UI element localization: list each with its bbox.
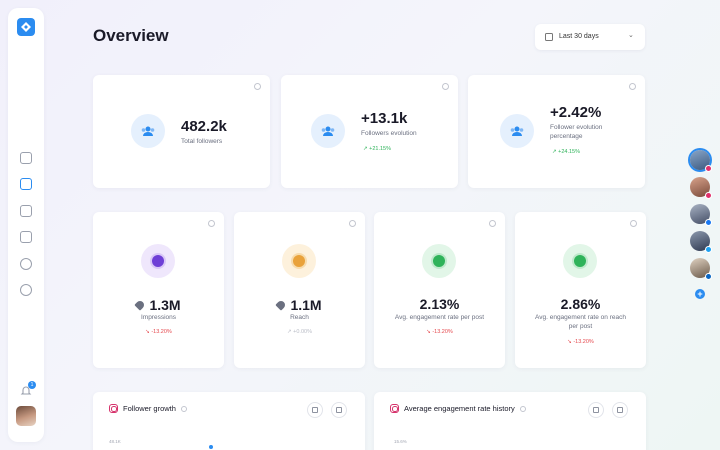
page-title: Overview [93,26,169,45]
followers-evolution-value: +13.1k [361,110,408,127]
followers-icon [311,114,345,148]
date-range-label: Last 30 days [559,33,599,40]
compare-button[interactable] [588,402,604,418]
followers-evolution-delta: ↗ +21.15% [363,146,392,152]
engagement-reach-card: 2.86% Avg. engagement rate on reach per … [515,212,646,368]
impressions-card: 1.3M Impressions ↘ -13.20% [93,212,224,368]
reach-value: 1.1M [290,297,322,313]
followers-evolution-card: +13.1k Followers evolution ↗ +21.15% [281,75,458,188]
follower-growth-title: Follower growth [123,404,176,413]
engagement-rate-label: Avg. engagement rate per post [394,314,485,321]
delta-value: -13.20% [432,329,453,335]
dashboard-icon[interactable] [20,152,32,164]
engagement-reach-label: Avg. engagement rate on reach per post [535,314,626,330]
date-range-select[interactable]: Last 30 days ⌄ [535,24,645,50]
delta-value: +24.15% [558,149,581,155]
account-avatar[interactable] [690,150,712,172]
tag-icon [275,299,288,311]
engagement-rate-card: 2.13% Avg. engagement rate per post ↘ -1… [374,212,505,368]
instagram-icon [390,404,399,413]
sidebar: 1 [8,8,44,442]
account-avatar[interactable] [690,177,712,199]
eye-icon [141,244,175,278]
info-icon[interactable] [629,83,636,90]
followers-icon [131,114,165,148]
facebook-icon [705,219,712,226]
total-followers-label: Total followers [181,138,223,145]
instagram-icon [705,192,712,199]
info-icon[interactable] [630,220,637,227]
info-icon[interactable] [349,220,356,227]
engagement-icon [422,244,456,278]
analytics-icon[interactable] [20,178,32,190]
engagement-rate-value: 2.13% [419,296,460,312]
follower-percentage-label: Follower evolution percentage [550,124,603,140]
chevron-down-icon: ⌄ [628,32,634,39]
follower-growth-card: Follower growth 48.1K [93,392,365,450]
engagement-reach-delta: ↘ -13.20% [567,339,594,345]
account-avatar[interactable] [690,231,712,253]
download-button[interactable] [331,402,347,418]
engagement-history-title: Average engagement rate history [404,404,515,413]
instagram-icon [109,404,118,413]
delta-value: +0.00% [293,329,312,335]
y-axis-top-label: 48.1K [109,439,121,444]
chart-point[interactable] [209,445,213,449]
info-icon[interactable] [180,405,187,412]
calendar-icon [545,33,553,41]
info-icon[interactable] [489,220,496,227]
twitter-icon [705,246,712,253]
account-avatar[interactable] [690,204,712,226]
total-followers-card: 482.2k Total followers [93,75,270,188]
notification-badge: 1 [28,381,36,389]
impressions-value: 1.3M [149,297,181,313]
reach-delta: ↗ +0.00% [287,329,312,335]
add-account-button[interactable]: + [695,289,705,299]
inbox-icon[interactable] [20,231,32,243]
info-icon[interactable] [519,405,526,412]
total-followers-value: 482.2k [181,118,227,135]
reach-label: Reach [290,314,309,321]
user-avatar[interactable] [16,406,36,426]
delta-value: -13.20% [151,329,172,335]
linkedin-icon [705,273,712,280]
engagement-rate-delta: ↘ -13.20% [426,329,453,335]
engagement-icon [563,244,597,278]
compare-button[interactable] [307,402,323,418]
reach-card: 1.1M Reach ↗ +0.00% [234,212,365,368]
tag-icon [134,299,147,311]
info-icon[interactable] [254,83,261,90]
info-icon[interactable] [442,83,449,90]
account-avatar[interactable] [690,258,712,280]
y-axis-top-label: 15.6% [394,439,407,444]
settings-icon[interactable] [20,284,32,296]
download-button[interactable] [612,402,628,418]
info-icon[interactable] [208,220,215,227]
engagement-history-card: Average engagement rate history 15.6% [374,392,646,450]
app-logo[interactable] [17,18,35,36]
follower-percentage-delta: ↗ +24.15% [552,149,581,155]
delta-value: -13.20% [573,339,594,345]
instagram-icon [705,165,712,172]
follower-percentage-card: +2.42% Follower evolution percentage ↗ +… [468,75,645,188]
followers-icon [500,114,534,148]
calendar-icon[interactable] [20,205,32,217]
impressions-delta: ↘ -13.20% [145,329,172,335]
delta-value: +21.15% [369,146,392,152]
impressions-label: Impressions [140,314,177,321]
listening-icon[interactable] [20,258,32,270]
followers-evolution-label: Followers evolution [361,130,417,137]
engagement-reach-value: 2.86% [560,296,601,312]
reach-icon [282,244,316,278]
bell-icon[interactable] [20,385,32,397]
follower-percentage-value: +2.42% [550,104,602,121]
